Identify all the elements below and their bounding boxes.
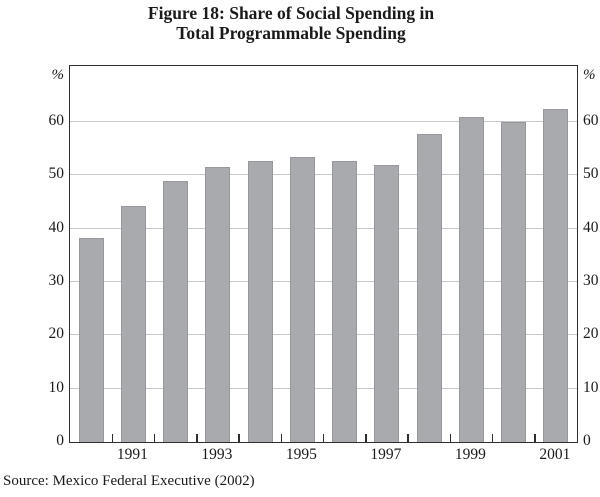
y-axis-label-left-60: 60 <box>48 112 65 129</box>
bar-1990 <box>78 238 104 442</box>
chart-title: Figure 18: Share of Social Spending in T… <box>0 3 582 43</box>
x-axis-tick <box>365 434 367 442</box>
bar-2000 <box>501 122 527 442</box>
y-axis-label-left-10: 10 <box>48 378 65 396</box>
x-axis-tick <box>238 434 240 442</box>
x-axis-tick <box>153 434 156 442</box>
x-axis-tick <box>491 434 494 442</box>
bar-1996 <box>332 161 358 442</box>
x-axis-tick <box>111 434 113 442</box>
bar-1998 <box>416 133 442 442</box>
plot-area <box>69 65 578 443</box>
gridline-40 <box>70 227 577 229</box>
x-axis-label-1993: 1993 <box>201 446 233 463</box>
bar-1997 <box>374 165 400 442</box>
y-axis-label-left-50: 50 <box>48 165 65 183</box>
bar-1993 <box>205 167 231 442</box>
y-axis-label-right-40: 40 <box>583 218 599 236</box>
chart-title-line-2: Total Programmable Spending <box>176 23 406 43</box>
y-axis-unit-right: % <box>583 67 596 83</box>
bar-1991 <box>120 205 146 442</box>
y-axis-label-right-0: 0 <box>583 432 591 449</box>
chart-title-line-1: Figure 18: Share of Social Spending in <box>147 3 435 23</box>
bar-1995 <box>289 156 315 442</box>
gridline-50 <box>70 174 577 176</box>
source-note: Source: Mexico Federal Executive (2002) <box>3 473 255 489</box>
y-axis-label-left-40: 40 <box>48 218 65 236</box>
x-axis-tick <box>449 434 451 442</box>
x-axis-tick <box>280 434 282 442</box>
gridline-10 <box>70 387 577 389</box>
y-axis-label-left-0: 0 <box>56 432 64 449</box>
x-axis-label-1995: 1995 <box>285 446 317 463</box>
bar-1994 <box>247 161 273 442</box>
y-axis-unit-left: % <box>51 67 65 83</box>
x-axis-label-2001: 2001 <box>539 446 571 463</box>
x-axis-label-1999: 1999 <box>454 446 486 463</box>
bar-1999 <box>458 116 484 442</box>
gridline-30 <box>70 281 577 282</box>
x-axis-label-1991: 1991 <box>116 446 148 463</box>
gridline-60 <box>70 121 577 122</box>
x-axis-tick <box>196 434 198 442</box>
bar-2001 <box>543 108 569 442</box>
gridline-20 <box>70 334 577 336</box>
x-axis-label-1997: 1997 <box>370 446 402 463</box>
y-axis-label-right-10: 10 <box>583 378 599 396</box>
y-axis-label-right-50: 50 <box>583 165 599 183</box>
x-axis-tick <box>407 434 409 442</box>
y-axis-label-left-30: 30 <box>48 272 65 289</box>
x-axis-tick <box>534 434 536 442</box>
bar-1992 <box>163 180 189 442</box>
x-axis-tick <box>322 434 325 442</box>
y-axis-label-right-20: 20 <box>583 325 599 343</box>
y-axis-label-right-30: 30 <box>583 272 599 289</box>
y-axis-label-left-20: 20 <box>48 325 65 343</box>
y-axis-label-right-60: 60 <box>583 112 599 129</box>
